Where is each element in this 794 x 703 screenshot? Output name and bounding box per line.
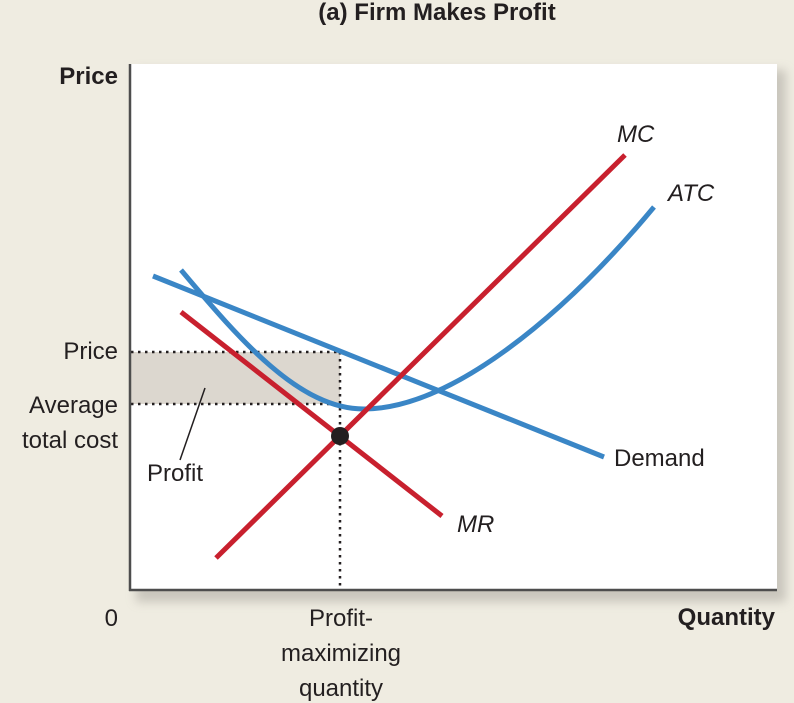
atc-tick-label-line2: total cost — [22, 427, 118, 454]
quantity-tick-label-line3: quantity — [299, 675, 383, 702]
demand-label: Demand — [614, 445, 705, 472]
mc-label: MC — [617, 121, 655, 148]
origin-label: 0 — [105, 605, 118, 632]
mr-curve — [179, 310, 444, 518]
quantity-tick-label-line1: Profit- — [309, 605, 373, 632]
y-axis-label: Price — [59, 63, 118, 90]
profit-max-point — [331, 427, 349, 445]
demand-curve — [152, 273, 605, 460]
mr-label: MR — [457, 511, 494, 538]
profit-label: Profit — [147, 460, 203, 487]
price-tick-label: Price — [63, 338, 118, 365]
chart-title: (a) Firm Makes Profit — [318, 0, 555, 26]
atc-curve — [179, 205, 656, 412]
profit-leader-line — [179, 387, 206, 461]
profit-area — [131, 352, 340, 404]
atc-label: ATC — [666, 180, 715, 207]
mc-curve — [214, 153, 627, 560]
quantity-tick-label-line2: maximizing — [281, 640, 401, 667]
atc-tick-label-line1: Average — [29, 392, 118, 419]
x-axis-label: Quantity — [678, 604, 776, 631]
